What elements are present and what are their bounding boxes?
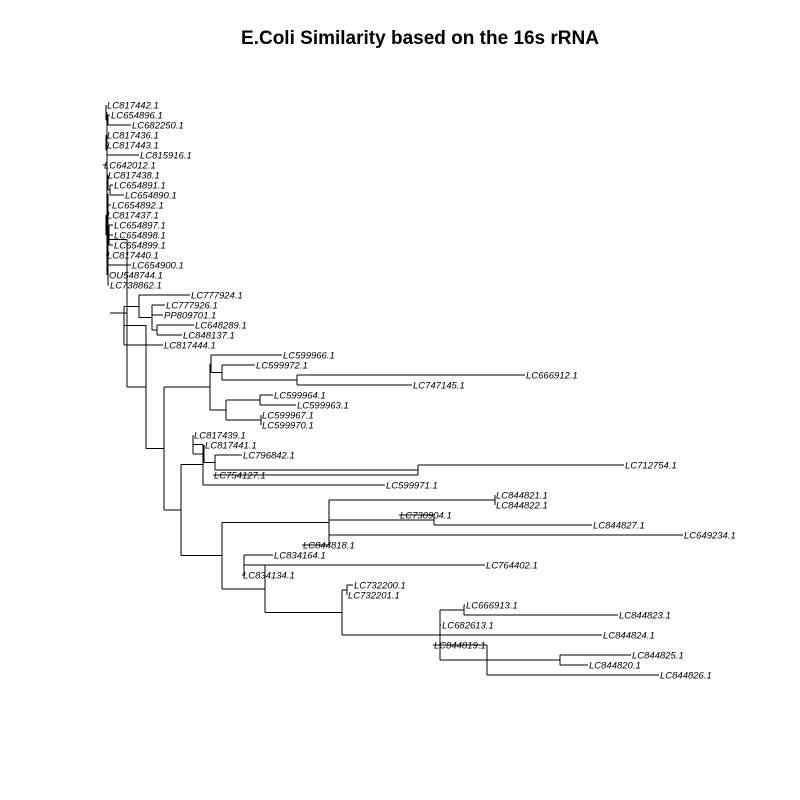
tip-label: LC654899.1 bbox=[114, 241, 166, 252]
tip-label: LC844826.1 bbox=[660, 671, 712, 682]
tip-label: LC844821.1 bbox=[496, 491, 548, 502]
tip-label: LC730904.1 bbox=[400, 511, 452, 522]
tip-label: LC844827.1 bbox=[593, 521, 645, 532]
tip-label: LC654900.1 bbox=[132, 261, 184, 272]
tree-branches bbox=[103, 105, 683, 676]
tip-labels: LC817442.1LC654896.1LC682250.1LC817436.1… bbox=[104, 101, 736, 682]
tip-label: LC844819.1 bbox=[434, 641, 486, 652]
tip-label: LC599964.1 bbox=[274, 391, 326, 402]
tip-label: LC648289.1 bbox=[195, 321, 247, 332]
tip-label: LC642012.1 bbox=[104, 161, 156, 172]
tip-label: LC732201.1 bbox=[348, 591, 400, 602]
tip-label: LC777924.1 bbox=[191, 291, 243, 302]
tip-label: LC654890.1 bbox=[125, 191, 177, 202]
tip-label: LC815916.1 bbox=[140, 151, 192, 162]
chart-title: E.Coli Similarity based on the 16s rRNA bbox=[241, 28, 599, 49]
tip-label: LC738862.1 bbox=[110, 281, 162, 292]
tip-label: LC817440.1 bbox=[107, 251, 159, 262]
tip-label: LC777926.1 bbox=[166, 301, 218, 312]
tip-label: LC682613.1 bbox=[442, 621, 494, 632]
tip-label: LC844822.1 bbox=[496, 501, 548, 512]
tip-label: LC732200.1 bbox=[354, 581, 406, 592]
tip-label: LC764402.1 bbox=[486, 561, 538, 572]
tip-label: LC817438.1 bbox=[108, 171, 160, 182]
tip-label: LC817441.1 bbox=[205, 441, 257, 452]
tip-label: LC599972.1 bbox=[256, 361, 308, 372]
tip-label: LC599967.1 bbox=[262, 411, 314, 422]
tip-label: LC654897.1 bbox=[114, 221, 166, 232]
tip-label: LC834164.1 bbox=[274, 551, 326, 562]
tip-label: LC844823.1 bbox=[619, 611, 671, 622]
tip-label: LC817436.1 bbox=[107, 131, 159, 142]
tip-label: LC712754.1 bbox=[625, 461, 677, 472]
tip-label: LC747145.1 bbox=[413, 381, 465, 392]
tip-label: LC754127.1 bbox=[214, 471, 266, 482]
tip-label: LC654896.1 bbox=[111, 111, 163, 122]
tip-label: LC817442.1 bbox=[107, 101, 159, 112]
tip-label: LC817444.1 bbox=[164, 341, 216, 352]
tip-label: LC599970.1 bbox=[262, 421, 314, 432]
tip-label: LC848137.1 bbox=[183, 331, 235, 342]
tip-label: OU548744.1 bbox=[109, 271, 163, 282]
tip-label: LC654898.1 bbox=[114, 231, 166, 242]
tip-label: LC844820.1 bbox=[589, 661, 641, 672]
tip-label: LC817439.1 bbox=[194, 431, 246, 442]
tip-label: LC649234.1 bbox=[684, 531, 736, 542]
tip-label: LC817437.1 bbox=[107, 211, 159, 222]
tip-label: LC844824.1 bbox=[603, 631, 655, 642]
tip-label: LC599963.1 bbox=[297, 401, 349, 412]
tip-label: LC599966.1 bbox=[283, 351, 335, 362]
tip-label: LC654892.1 bbox=[112, 201, 164, 212]
tip-label: LC599971.1 bbox=[386, 481, 438, 492]
tip-label: LC844818.1 bbox=[303, 541, 355, 552]
tip-label: PP809701.1 bbox=[164, 311, 216, 322]
tip-label: LC834134.1 bbox=[243, 571, 295, 582]
tip-label: LC817443.1 bbox=[107, 141, 159, 152]
tip-label: LC796842.1 bbox=[243, 451, 295, 462]
tip-label: LC654891.1 bbox=[114, 181, 166, 192]
tip-label: LC666913.1 bbox=[466, 601, 518, 612]
tip-label: LC666912.1 bbox=[526, 371, 578, 382]
tip-label: LC844825.1 bbox=[632, 651, 684, 662]
tip-label: LC682250.1 bbox=[132, 121, 184, 132]
